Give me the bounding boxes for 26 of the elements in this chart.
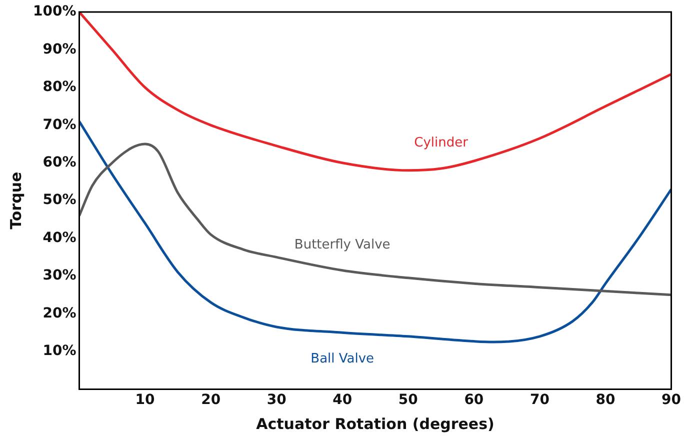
x-tick-label: 50 [398, 392, 418, 408]
y-tick-label: 30% [42, 268, 76, 284]
y-tick-label: 60% [42, 154, 76, 171]
x-tick-label: 70 [530, 392, 550, 408]
y-tick-label: 90% [42, 41, 76, 58]
line-series [79, 12, 672, 172]
series-label: Ball Valve [310, 352, 374, 367]
x-tick-label: 20 [201, 392, 221, 408]
y-tick-label: 50% [42, 192, 76, 208]
line-series [79, 120, 672, 344]
y-axis-title: Torque [6, 172, 25, 230]
y-tick-label: 40% [42, 230, 76, 246]
x-tick-label: 30 [266, 392, 287, 408]
x-tick-label: 80 [596, 392, 616, 408]
x-axis-title: Actuator Rotation (degrees) [256, 414, 494, 433]
series-label: Cylinder [414, 136, 469, 151]
y-tick-label: 70% [42, 116, 76, 133]
x-tick-label: 60 [464, 392, 484, 408]
y-tick-label: 100% [32, 4, 76, 20]
y-tick-label: 20% [42, 305, 76, 322]
x-tick-label: 90 [662, 392, 682, 408]
x-tick-label: 10 [135, 392, 156, 408]
series-label: Butterfly Valve [294, 237, 390, 252]
x-tick-label: 40 [332, 392, 352, 408]
y-tick-label: 80% [42, 79, 76, 96]
y-tick-label: 10% [42, 343, 76, 360]
